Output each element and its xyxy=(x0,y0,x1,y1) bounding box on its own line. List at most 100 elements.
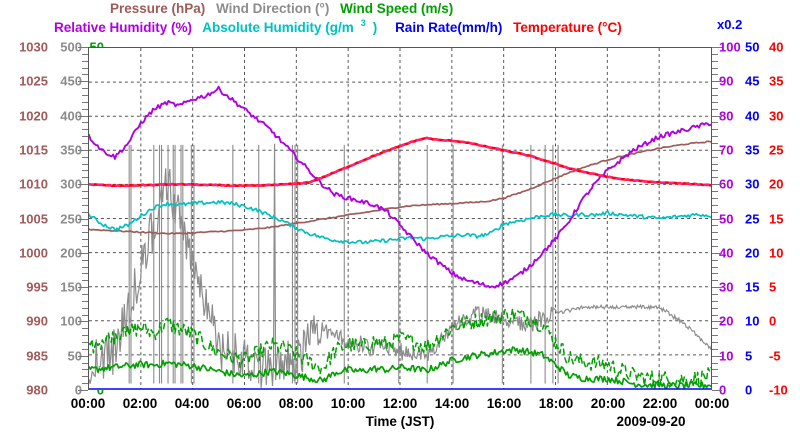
tick-mark xyxy=(82,259,88,261)
tick-mark xyxy=(712,300,718,302)
rain-rate-scale-note: x0.2 xyxy=(717,17,743,32)
tick-mark xyxy=(712,225,718,227)
tick-mark xyxy=(712,218,722,220)
tick-mark xyxy=(712,293,718,295)
tick-mark xyxy=(712,191,718,193)
x-tick-label: 00:00 xyxy=(70,396,106,411)
tick-mark xyxy=(82,177,88,179)
legend-absolute-humidity-exponent: 3 xyxy=(360,18,366,28)
tick-mark xyxy=(712,177,718,179)
tick-mark xyxy=(712,287,722,289)
tick-mark xyxy=(82,204,88,206)
tick-marks-right xyxy=(712,47,722,391)
axis-tick-label: 15 xyxy=(745,279,760,295)
x-tick-label: 10:00 xyxy=(330,396,366,411)
axis-tick-label: 1005 xyxy=(19,211,48,226)
tick-mark xyxy=(78,390,88,391)
axis-tick-label: 0 xyxy=(719,382,727,398)
tick-mark xyxy=(712,197,718,199)
tick-mark xyxy=(712,369,718,371)
tick-mark xyxy=(712,273,718,275)
tick-mark xyxy=(82,129,88,131)
tick-mark xyxy=(82,280,88,282)
x-tick-label: 08:00 xyxy=(278,396,314,411)
plot-svg xyxy=(89,48,711,389)
x-tick-label: 16:00 xyxy=(486,396,522,411)
axis-tick-label: 250 xyxy=(60,211,82,226)
axis-tick-label: 50 xyxy=(719,211,734,226)
axis-tick-label: 20 xyxy=(769,176,784,192)
axis-tick-label: 10 xyxy=(769,245,784,261)
axis-tick-label: 450 xyxy=(60,73,82,89)
legend-row-secondary: Relative Humidity (%) Absolute Humidity … xyxy=(54,18,629,35)
tick-mark xyxy=(82,67,88,69)
axis-tick-label: 150 xyxy=(60,279,82,295)
legend-row-primary: Pressure (hPa) Wind Direction (°) Wind S… xyxy=(110,1,460,16)
tick-mark xyxy=(78,184,88,186)
tick-mark xyxy=(712,163,718,165)
tick-mark xyxy=(82,53,88,55)
x-tick-label: 18:00 xyxy=(538,396,574,411)
axis-tick-label: 990 xyxy=(26,313,48,329)
tick-mark xyxy=(78,218,88,220)
tick-mark xyxy=(712,362,718,364)
legend-item-wind-direction: Wind Direction (°) xyxy=(216,1,330,16)
axis-tick-label: 0 xyxy=(96,382,104,398)
x-tick-label: 20:00 xyxy=(590,396,626,411)
tick-mark xyxy=(712,341,718,343)
axis-tick-label: 980 xyxy=(26,382,48,398)
axis-tick-label: 40 xyxy=(745,108,760,124)
axis-tick-label: 100 xyxy=(719,39,741,55)
axis-tick-label: 45 xyxy=(745,73,760,89)
tick-mark xyxy=(82,266,88,268)
legend-item-pressure: Pressure (hPa) xyxy=(110,1,206,16)
tick-mark xyxy=(82,108,88,110)
tick-mark xyxy=(712,307,718,309)
tick-mark xyxy=(82,328,88,330)
tick-mark xyxy=(78,321,88,323)
tick-mark xyxy=(712,266,718,268)
axis-tick-label: 35 xyxy=(769,73,784,89)
axis-tick-label: 20 xyxy=(719,313,734,329)
axis-tick-label: 25 xyxy=(745,211,760,226)
tick-mark xyxy=(82,225,88,227)
axis-tick-label: 40 xyxy=(719,245,734,261)
legend-item-temperature: Temperature (°C) xyxy=(513,19,622,35)
tick-mark xyxy=(82,156,88,158)
axis-tick-label: 350 xyxy=(60,142,82,158)
tick-mark xyxy=(82,170,88,172)
tick-mark xyxy=(712,143,718,145)
x-tick-label: 06:00 xyxy=(226,396,262,411)
tick-mark xyxy=(82,211,88,213)
tick-mark xyxy=(78,81,88,83)
axis-tick-label: 50 xyxy=(745,39,760,55)
axis-tick-label: 25 xyxy=(769,142,784,158)
x-tick-label: 12:00 xyxy=(382,396,418,411)
axis-tick-label: 0 xyxy=(769,313,777,329)
x-axis-title: Time (JST) xyxy=(365,414,435,429)
tick-mark xyxy=(712,101,718,103)
legend-item-absolute-humidity: Absolute Humidity (g/m 3) xyxy=(202,18,384,35)
series-line xyxy=(89,346,711,389)
tick-mark xyxy=(712,184,722,186)
x-tick-label: 00:00 xyxy=(694,396,730,411)
tick-mark xyxy=(712,149,722,151)
axis-tick-label: 1025 xyxy=(19,73,48,89)
tick-mark xyxy=(82,293,88,295)
tick-mark xyxy=(82,383,88,385)
axis-tick-label: 40 xyxy=(769,39,784,55)
tick-mark xyxy=(82,95,88,97)
tick-mark xyxy=(712,170,718,172)
axis-tick-label: -10 xyxy=(769,382,788,398)
x-axis-tick-labels: 00:00 02:00 04:00 06:00 08:00 10:00 12:00 14:00… xyxy=(0,396,800,414)
tick-mark xyxy=(712,60,718,62)
axis-tick-label: 200 xyxy=(60,245,82,261)
axis-tick-label: 50 xyxy=(67,348,82,364)
tick-mark xyxy=(712,252,722,254)
tick-mark xyxy=(78,115,88,117)
series-line xyxy=(89,308,711,388)
tick-mark xyxy=(82,239,88,241)
tick-mark xyxy=(82,341,88,343)
tick-mark xyxy=(712,259,718,261)
axis-tick-label: 1000 xyxy=(19,245,48,261)
